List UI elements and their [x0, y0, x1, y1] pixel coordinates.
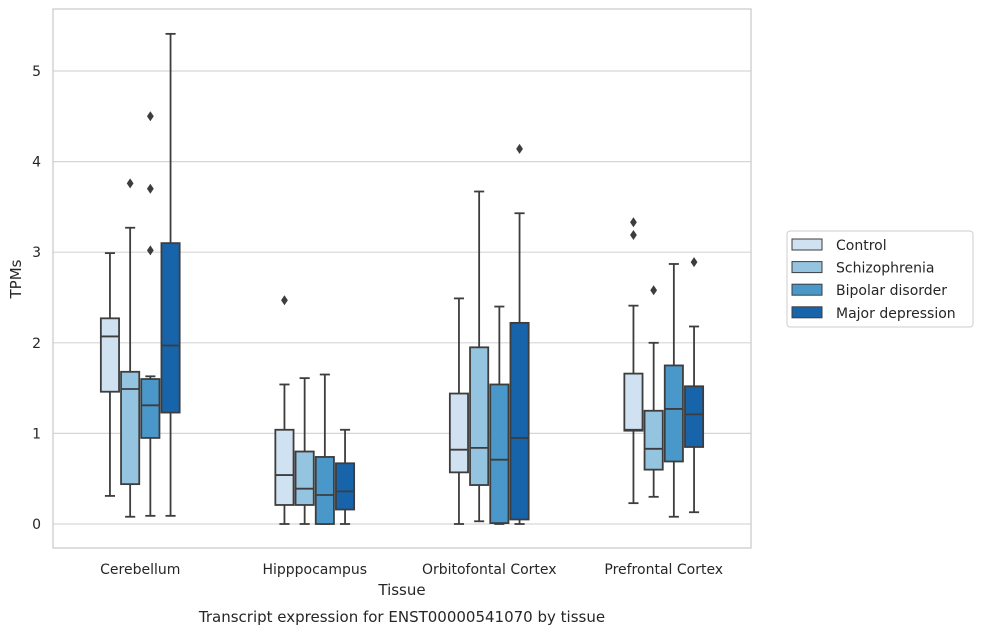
- outlier-point: [650, 285, 658, 296]
- box-body: [469, 346, 490, 486]
- box-body: [294, 450, 315, 506]
- box-body: [684, 385, 705, 448]
- outlier-point: [146, 183, 154, 194]
- box-0-0: [99, 252, 120, 497]
- box-body: [99, 317, 120, 393]
- legend-frame: [786, 230, 974, 328]
- outlier-point: [146, 245, 154, 256]
- box-0-3: [160, 32, 181, 517]
- legend: Control Schizophrenia Bipolar disorder Majo…: [786, 230, 974, 328]
- box-body: [663, 364, 684, 463]
- box-1-3: [335, 428, 356, 525]
- outlier-point: [630, 217, 637, 228]
- outlier-point: [516, 143, 523, 154]
- y-axis-ticks: 0 1 2 3 4 5: [32, 64, 41, 533]
- box-3-3: [684, 257, 705, 514]
- legend-label: Schizophrenia: [836, 261, 934, 277]
- box-2-2: [489, 305, 510, 525]
- legend-swatch: [791, 261, 823, 274]
- box-1-0: [274, 295, 295, 525]
- legend-swatch: [791, 238, 823, 251]
- box-3-1: [643, 285, 664, 498]
- y-tick-label: 5: [32, 64, 41, 80]
- y-tick-label: 1: [32, 426, 41, 442]
- box-body: [489, 383, 510, 524]
- box-2-1: [469, 190, 490, 523]
- outlier-point: [690, 257, 698, 268]
- x-tick-label: Cerebellum: [100, 562, 180, 578]
- x-tick-label: Orbitofontal Cortex: [422, 562, 557, 578]
- x-tick-label: Hipppocampus: [262, 562, 367, 578]
- box-1-2: [314, 373, 335, 525]
- box-0-2: [140, 111, 161, 517]
- box-body: [643, 409, 664, 471]
- plot-area-frame: [52, 8, 752, 549]
- y-tick-label: 2: [32, 336, 41, 352]
- outlier-point: [281, 295, 288, 306]
- box-plot-marks: [99, 32, 705, 525]
- outlier-point: [630, 229, 637, 240]
- box-1-1: [294, 377, 315, 525]
- y-tick-label: 0: [32, 517, 41, 533]
- x-axis-ticks: Cerebellum Hipppocampus Orbitofontal Corte…: [100, 562, 723, 578]
- box-body: [140, 378, 161, 439]
- legend-label: Major depression: [836, 306, 956, 322]
- box-body: [160, 242, 181, 414]
- legend-label: Bipolar disorder: [836, 283, 947, 299]
- y-axis-label: TPMs: [7, 259, 25, 299]
- box-body: [120, 370, 141, 486]
- box-body: [623, 372, 644, 432]
- box-body: [509, 321, 530, 521]
- x-axis-label: Tissue: [377, 581, 425, 599]
- box-body: [314, 456, 335, 525]
- chart-caption: Transcript expression for ENST0000054107…: [198, 608, 605, 626]
- box-3-0: [623, 217, 644, 505]
- box-2-3: [509, 143, 530, 525]
- legend-swatch: [791, 306, 823, 319]
- legend-label: Control: [836, 238, 887, 254]
- legend-swatch: [791, 283, 823, 296]
- y-tick-label: 4: [32, 155, 41, 171]
- box-2-0: [448, 297, 469, 525]
- box-3-2: [663, 263, 684, 518]
- outlier-point: [126, 178, 134, 189]
- x-tick-label: Prefrontal Cortex: [604, 562, 723, 578]
- box-body: [274, 428, 295, 506]
- outlier-point: [146, 111, 154, 122]
- box-0-1: [120, 178, 141, 518]
- box-body: [448, 392, 469, 474]
- box-body: [335, 462, 356, 511]
- y-tick-label: 3: [32, 245, 41, 261]
